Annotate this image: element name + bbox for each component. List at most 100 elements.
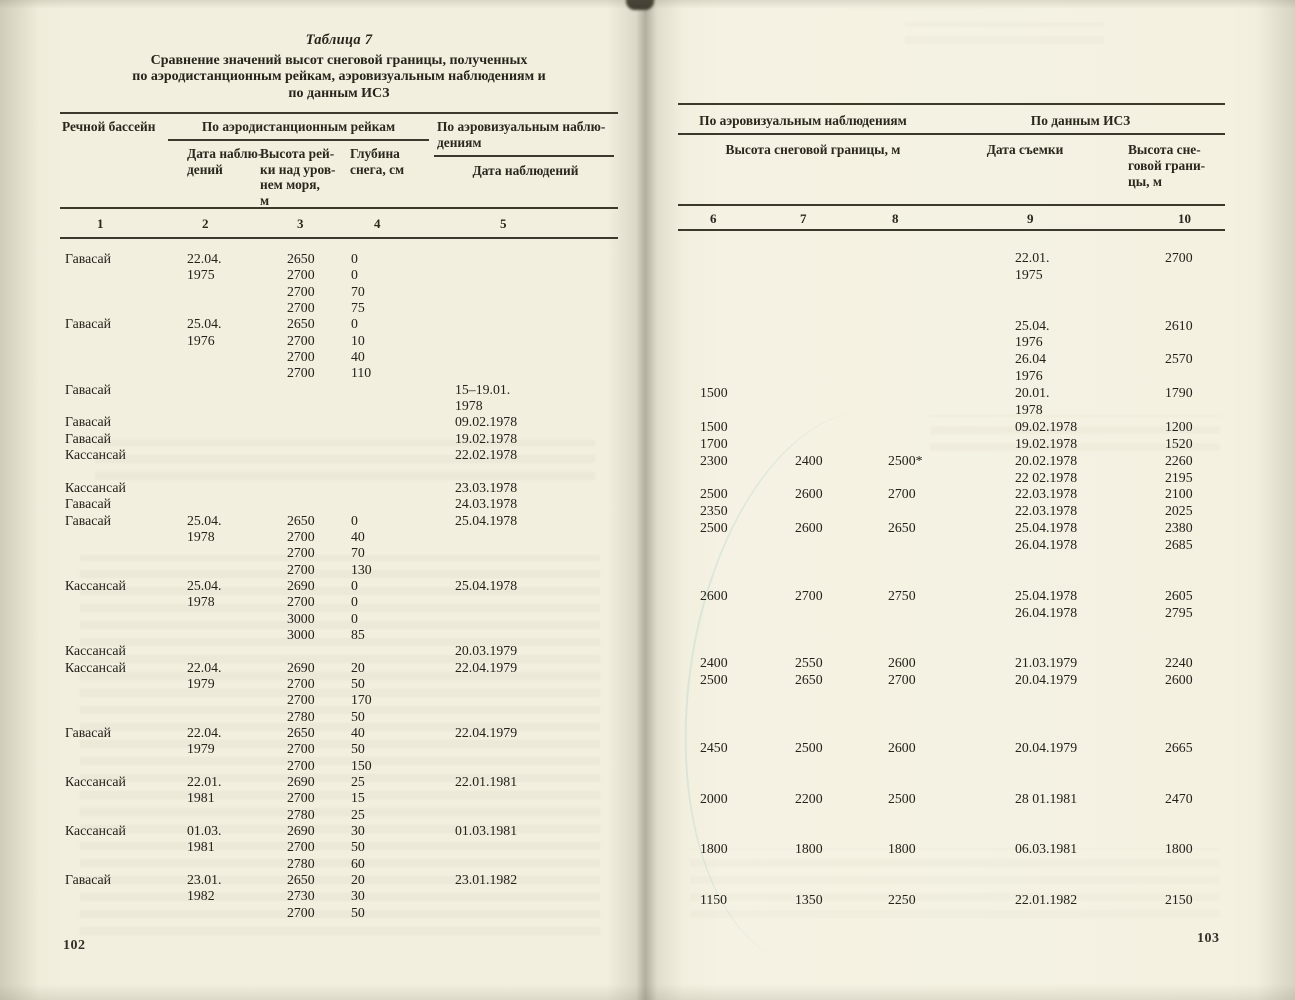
table-cell [185,807,285,823]
table-cell: 25.04.1978 [455,577,518,593]
table-cell [968,706,1128,723]
table-cell [1128,706,1225,723]
table-cell [185,496,285,512]
table-cell: 2650 [888,520,916,536]
table-row: 1975 2700 0 [60,267,618,283]
table-cell: Кассансай [65,774,126,789]
table-row [678,638,1225,655]
table-cell: 2700 [287,332,315,348]
table-cell [968,284,1128,301]
left-page [0,0,645,1000]
table-title: Сравнение значений высот снеговой границ… [132,53,546,101]
table-cell [185,365,285,381]
table-row: Кассансай 22.01. 2690 25 22.01.1981 [60,774,618,790]
table-row: 1975 [678,267,1225,284]
table-cell: 20.04.1979 [1015,672,1078,688]
table-cell [778,284,873,301]
table-cell [60,611,185,627]
table-row: 1978 [60,398,618,414]
table-cell: 01.03. [187,823,222,839]
table-cell [60,888,185,904]
table-cell [778,301,873,318]
page-edge-top [0,0,1295,9]
table-cell [185,284,285,300]
table-cell: 2650 [287,872,315,888]
table-cell: 2690 [287,823,315,839]
table-cell: 2685 [1165,537,1193,553]
table-row [60,463,618,479]
table-cell [873,723,968,740]
table-cell [873,368,968,385]
table-row: 2700 150 [60,758,618,774]
table-cell: 2650 [795,672,823,688]
table-cell [968,689,1128,706]
table-cell [60,807,185,823]
table-cell [435,888,618,904]
table-cell: 2570 [1165,351,1193,367]
table-cell [435,463,618,479]
table-cell [435,300,618,316]
table-row: Гавасай 25.04. 2650 0 [60,316,618,332]
table-cell: 2780 [287,806,315,822]
table-cell [60,463,185,479]
table-cell [185,414,285,430]
table-cell [1128,875,1225,892]
column-number: 1 [97,216,104,231]
table-cell [873,807,968,824]
table-cell [968,824,1128,841]
table-cell: 2380 [1165,520,1193,536]
column-header-rake-height: Высота рей- ки над уров- нем моря, м [260,146,336,208]
table-cell: 25.04. [187,577,222,593]
table-cell [435,758,618,774]
table-cell: 2730 [287,888,315,904]
table-row: 1978 [678,402,1225,419]
table-row [678,774,1225,791]
column-number: 2 [202,216,209,231]
table-rule [678,204,1225,206]
table-cell: 22.01. [187,774,222,789]
table-cell: 2780 [287,855,315,871]
table-cell [873,267,968,284]
table-cell [678,706,778,723]
table-body-right: 22.01. 2700 1975 25.04. 2610 1976 26.04 2570 197… [678,250,1225,909]
table-cell [185,692,285,708]
table-cell [435,856,618,872]
table-cell [873,554,968,571]
table-row: 25.04. 2610 [678,318,1225,335]
table-row: 22 02.1978 2195 [678,470,1225,487]
table-cell [435,807,618,823]
table-row: 1976 [678,334,1225,351]
table-cell: 85 [351,626,365,642]
table-cell [968,757,1128,774]
table-rule [60,237,618,239]
table-cell: Гавасай [65,381,112,397]
table-cell [778,706,873,723]
table-cell: 1978 [187,594,215,610]
table-row: Гавасай 15–19.01. [60,382,618,398]
table-cell [285,431,350,447]
table-cell [1128,807,1225,824]
table-cell: 25.04.1978 [1015,587,1078,603]
table-cell: 2400 [795,452,823,468]
table-cell: 22.04.1979 [455,659,518,675]
table-cell [1128,858,1225,875]
table-cell: 1800 [1165,841,1193,857]
table-row: Кассансай 01.03. 2690 30 01.03.1981 [60,823,618,839]
table-cell: 3000 [287,626,315,642]
table-cell: 2500* [888,452,923,468]
table-cell: 22.01.1982 [1015,891,1078,907]
table-cell: Гавасай [65,496,112,512]
table-row: 1978 2700 40 [60,529,618,545]
table-cell: 23.03.1978 [455,479,518,495]
table-cell: 2700 [287,349,315,365]
table-row: 2500 2600 2650 25.04.1978 2380 [678,520,1225,537]
table-cell [678,689,778,706]
table-cell [678,824,778,841]
table-cell [778,807,873,824]
table-cell [435,529,618,545]
table-cell [285,382,350,398]
table-cell: 1790 [1165,385,1193,401]
table-row: 1976 2700 10 [60,333,618,349]
table-cell [678,605,778,622]
table-cell: Гавасай [65,316,112,332]
